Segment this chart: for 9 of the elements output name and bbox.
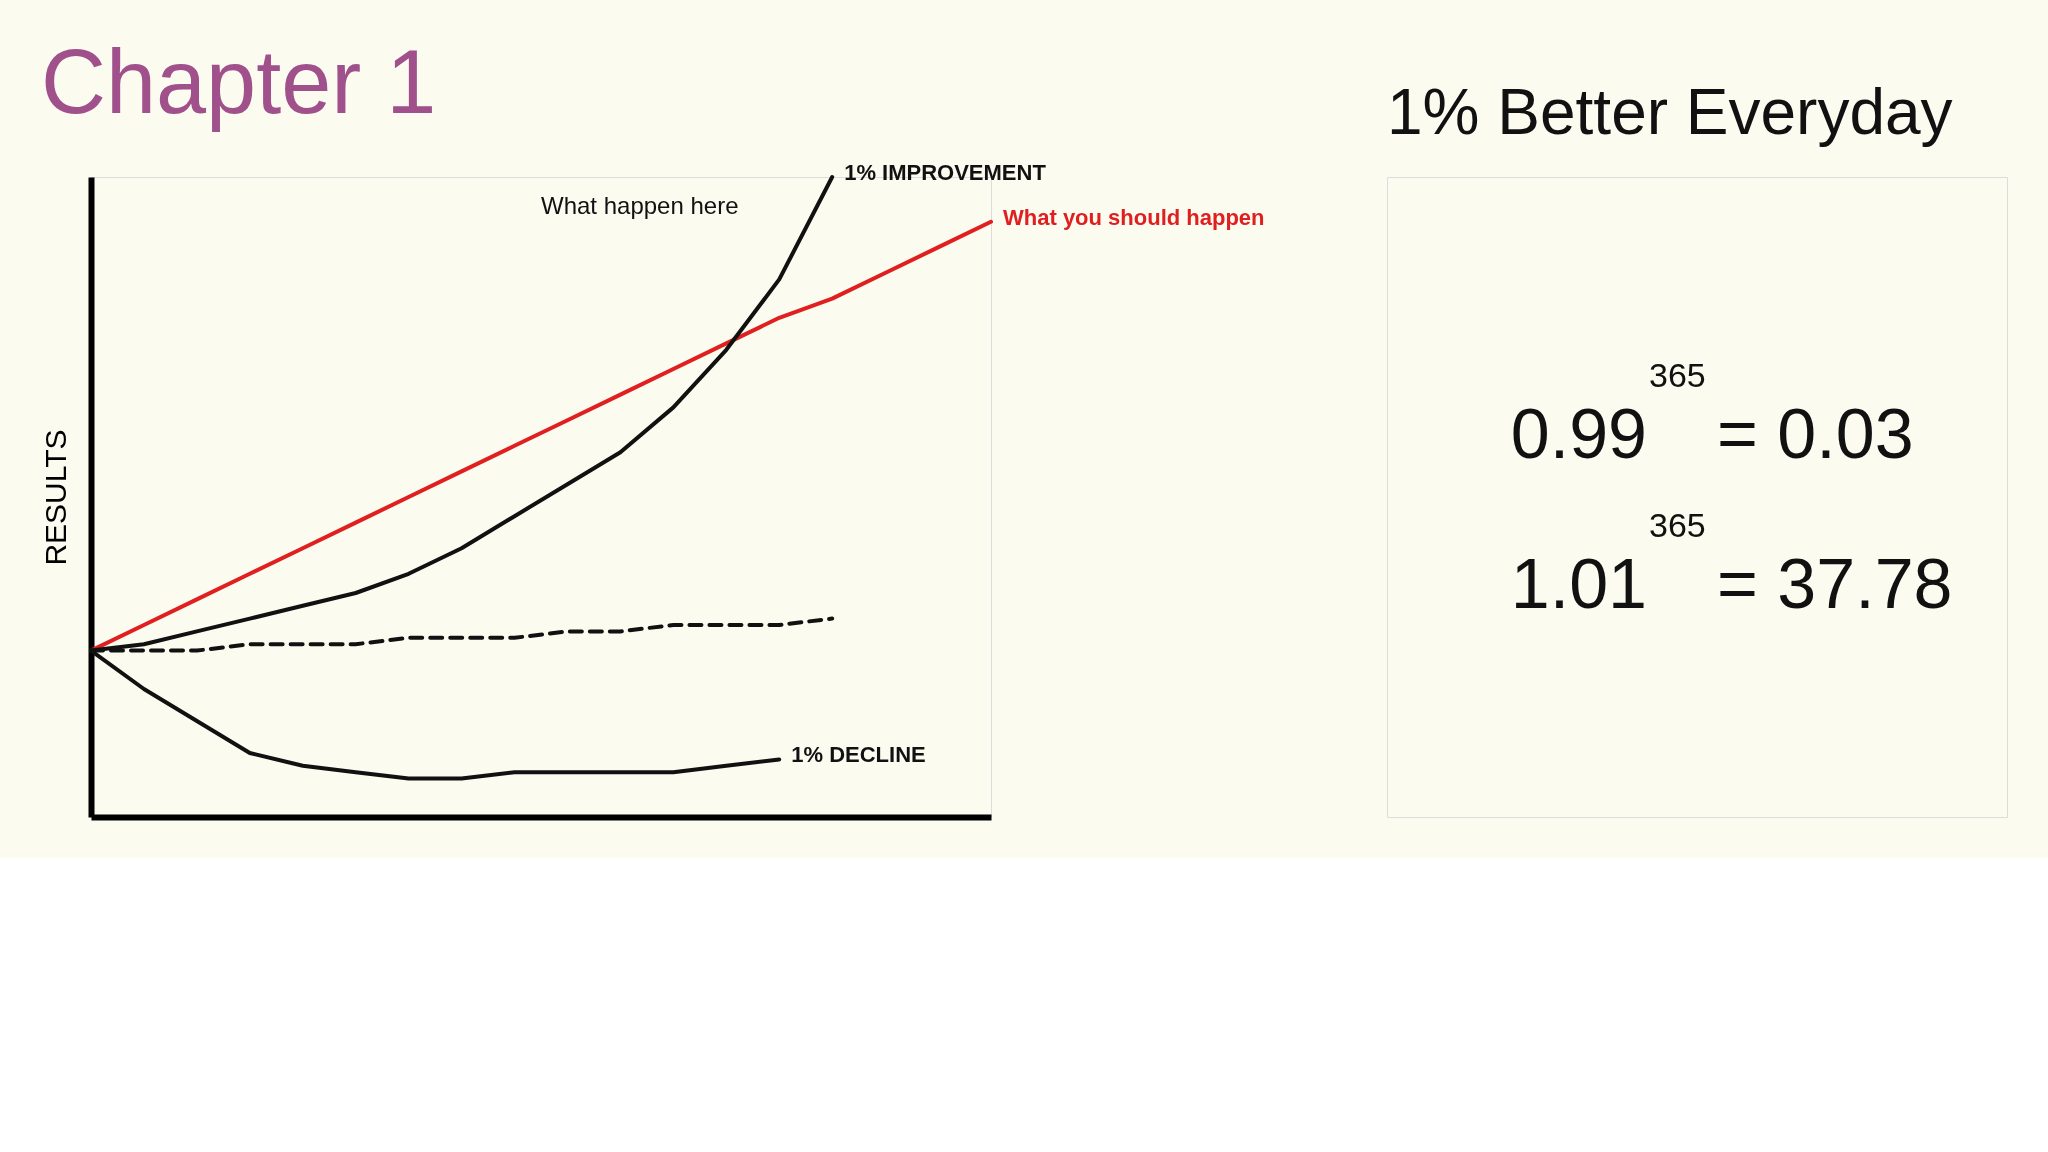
text: 1.01365 = 37.78	[1510, 506, 1953, 623]
text: 1% Better Everyday	[1387, 76, 1953, 148]
series-label: What you should happen	[1003, 204, 1265, 230]
y-axis-title: RESULTS	[38, 429, 72, 566]
annotation: What happen here	[541, 192, 739, 219]
text: 0.99365 = 0.03	[1510, 356, 1914, 473]
series-label: 1% IMPROVEMENT	[844, 160, 1047, 185]
chart-title: Chapter 1	[41, 32, 437, 132]
series-label: 1% DECLINE	[791, 742, 926, 768]
